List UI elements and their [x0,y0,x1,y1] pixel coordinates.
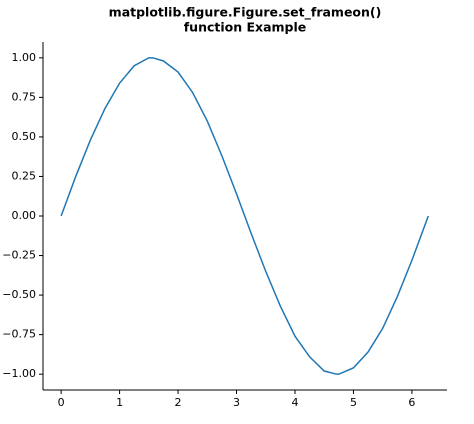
y-tick-label: −0.75 [2,328,36,341]
line-series [60,57,429,375]
x-tick-label: 5 [350,396,357,409]
x-tick-label: 0 [58,396,65,409]
y-tick-label: 0.75 [12,90,37,103]
x-tick-label: 6 [408,396,415,409]
y-tick-label: 0.25 [12,169,37,182]
y-tick-label: 1.00 [12,51,37,64]
x-tick-label: 3 [233,396,240,409]
x-tick-label: 4 [291,396,298,409]
y-tick-label: 0.00 [12,209,37,222]
y-tick-label: −1.00 [2,367,36,380]
y-tick-label: 0.50 [12,130,37,143]
x-tick-label: 1 [116,396,123,409]
y-tick-label: −0.50 [2,288,36,301]
x-tick-label: 2 [175,396,182,409]
y-tick-label: −0.25 [2,249,36,262]
chart-title: matplotlib.figure.Figure.set_frameon() [109,5,382,21]
chart-title: function Example [184,20,307,35]
